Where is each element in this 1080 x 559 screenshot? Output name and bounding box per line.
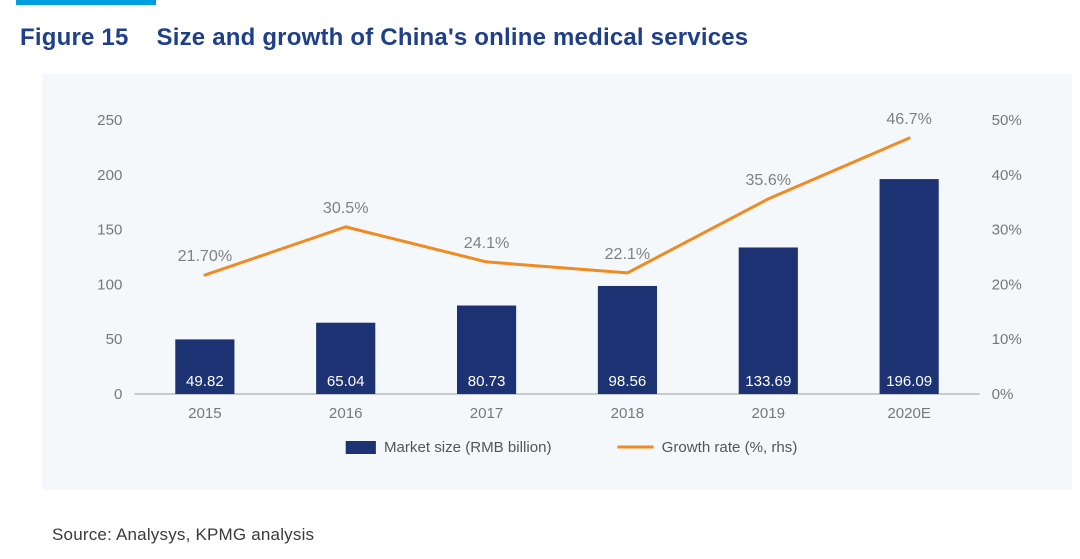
x-category: 2019 <box>752 405 786 422</box>
growth-label: 21.70% <box>178 247 233 265</box>
bar-value-label: 80.73 <box>468 373 506 390</box>
legend-line-label: Growth rate (%, rhs) <box>662 439 798 456</box>
x-category: 2016 <box>329 405 363 422</box>
bar <box>880 179 939 394</box>
growth-label: 24.1% <box>464 234 510 252</box>
bar-value-label: 133.69 <box>745 373 791 390</box>
growth-line <box>205 138 909 275</box>
svg-text:250: 250 <box>97 112 122 129</box>
growth-label: 46.7% <box>886 110 932 128</box>
figure-title: Size and growth of China's online medica… <box>157 24 749 52</box>
svg-text:200: 200 <box>97 167 122 184</box>
x-category: 2015 <box>188 405 222 422</box>
x-category: 2017 <box>470 405 504 422</box>
svg-text:50: 50 <box>106 331 123 348</box>
svg-text:30%: 30% <box>992 222 1022 239</box>
chart: 0 50 100 150 200 250 0% 10% 20% 30% 40% 50% 49.82 65.… <box>64 92 1050 472</box>
x-category: 2018 <box>611 405 645 422</box>
chart-svg: 0 50 100 150 200 250 0% 10% 20% 30% 40% 50% 49.82 65.… <box>64 92 1050 472</box>
bar-value-label: 196.09 <box>886 373 932 390</box>
svg-text:40%: 40% <box>992 167 1022 184</box>
x-category: 2020E <box>887 405 931 422</box>
svg-text:150: 150 <box>97 222 122 239</box>
figure-number: Figure 15 <box>20 24 129 52</box>
growth-label: 22.1% <box>605 245 651 263</box>
svg-text:10%: 10% <box>992 331 1022 348</box>
bar-value-label: 49.82 <box>186 373 224 390</box>
legend-bar-label: Market size (RMB billion) <box>384 439 552 456</box>
source-text: Source: Analysys, KPMG analysis <box>52 525 314 545</box>
svg-text:100: 100 <box>97 276 122 293</box>
growth-label: 35.6% <box>745 171 791 189</box>
legend-bar-swatch <box>346 441 376 454</box>
svg-text:0%: 0% <box>992 386 1014 403</box>
bar <box>739 247 798 394</box>
bar-value-label: 65.04 <box>327 373 365 390</box>
svg-text:20%: 20% <box>992 276 1022 293</box>
svg-text:0: 0 <box>114 386 122 403</box>
accent-bar <box>16 0 156 5</box>
growth-label: 30.5% <box>323 199 369 217</box>
bar-value-label: 98.56 <box>609 373 647 390</box>
svg-text:50%: 50% <box>992 112 1022 129</box>
figure-heading: Figure 15 Size and growth of China's onl… <box>20 24 1060 52</box>
chart-panel: 0 50 100 150 200 250 0% 10% 20% 30% 40% 50% 49.82 65.… <box>42 74 1072 490</box>
